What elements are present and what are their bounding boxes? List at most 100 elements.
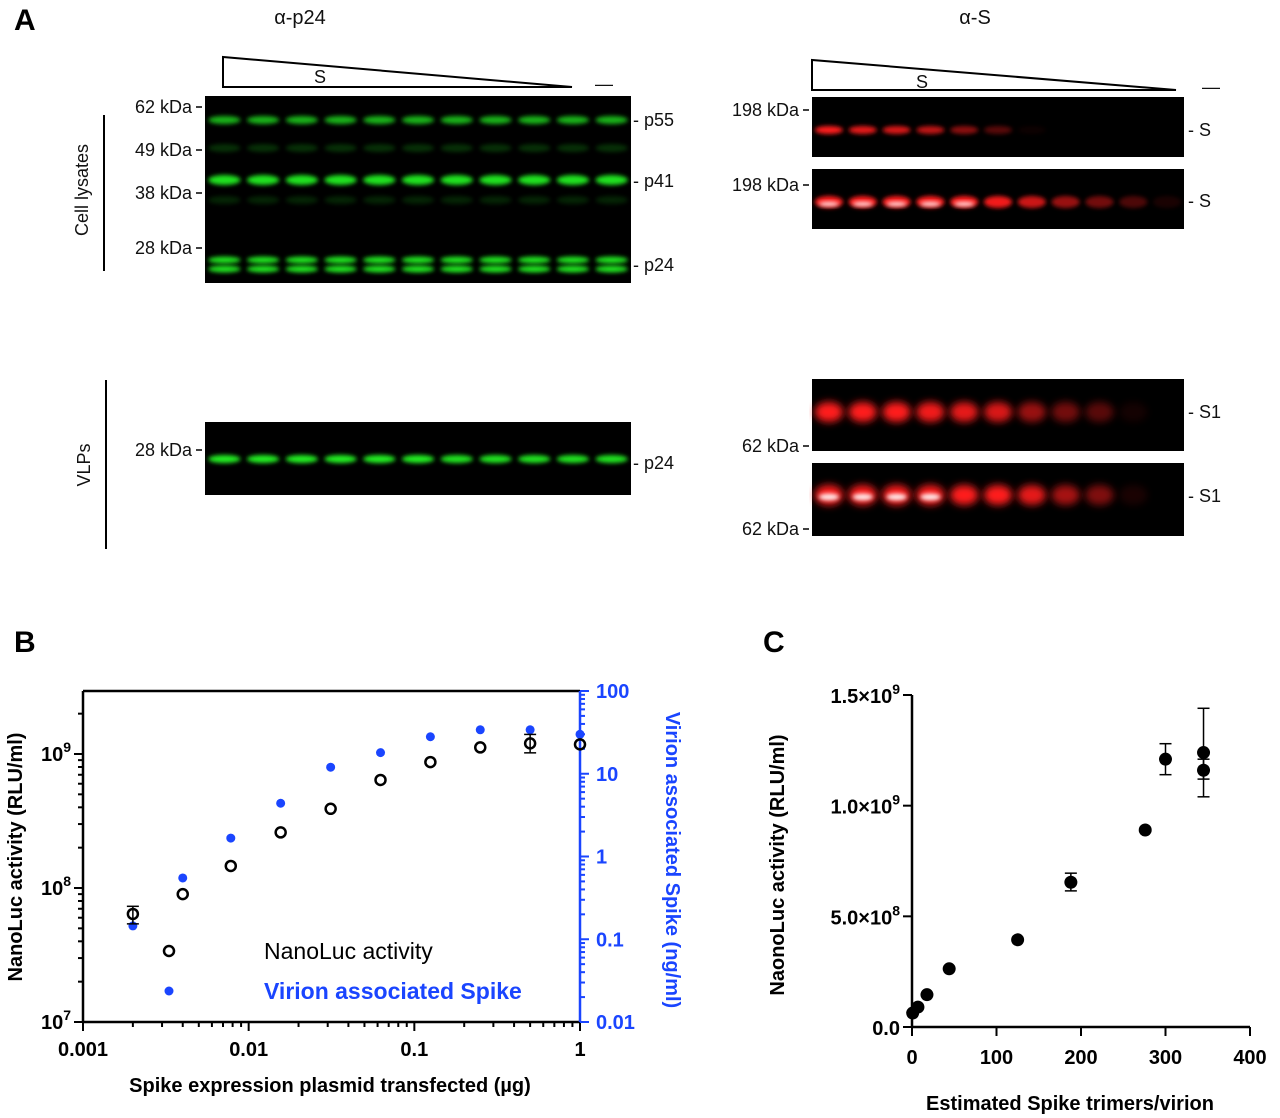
band <box>1085 196 1114 208</box>
antibody-title-spike: α-S <box>959 7 991 29</box>
band <box>479 265 512 273</box>
band-saturated-core <box>852 201 873 207</box>
size-marker-label: 49 kDa <box>135 140 193 160</box>
y2-tick-label: 0.01 <box>596 1012 635 1034</box>
spike-point <box>525 725 535 735</box>
x-tick-label: 200 <box>1064 1047 1097 1069</box>
band <box>208 175 241 185</box>
band <box>595 144 628 152</box>
band <box>1017 485 1047 505</box>
size-marker-label: 62 kDa <box>135 97 193 117</box>
band-label: - p24 <box>633 255 674 275</box>
spike-point <box>376 748 386 758</box>
band <box>440 455 473 463</box>
band <box>595 175 628 185</box>
gradient-label: S <box>314 67 326 87</box>
band <box>246 256 280 264</box>
band <box>1119 196 1148 208</box>
size-marker-label: 62 kDa <box>742 436 800 456</box>
band <box>208 144 241 152</box>
spike-point <box>475 725 485 735</box>
band <box>246 116 280 124</box>
band <box>916 126 945 134</box>
data-point <box>1159 752 1172 766</box>
band-saturated-core <box>954 201 975 207</box>
y-tick-label: 1.5×109 <box>830 681 900 708</box>
band <box>363 196 396 204</box>
data-point <box>1011 933 1025 947</box>
control-lane-label: — <box>1202 77 1220 97</box>
dilution-gradient-triangle <box>222 55 573 88</box>
band <box>479 455 512 463</box>
band <box>324 196 357 204</box>
band <box>517 116 551 124</box>
antibody-title-p24: α-p24 <box>274 7 326 29</box>
band <box>595 256 628 264</box>
band <box>983 402 1013 422</box>
band <box>814 402 844 422</box>
y-axis-title: NanoLuc activity (RLU/ml) <box>5 733 27 982</box>
band <box>324 144 357 152</box>
band <box>1085 485 1114 505</box>
band <box>1152 196 1182 208</box>
band <box>440 196 473 204</box>
legend-label-nanoluc: NanoLuc activity <box>264 938 433 964</box>
band <box>246 265 280 273</box>
blot-p24-cell-lysates: 62 kDa 49 kDa 38 kDa 28 kDa - p55 - p41 - p24 <box>135 96 674 283</box>
size-marker-label: 198 kDa <box>732 175 800 195</box>
chart-c-nanoluc-vs-trimers: 0 100 200 300 400 0.0 5.0×108 1.0×109 1.5×109 Est… <box>767 681 1267 1115</box>
data-point <box>1197 763 1211 777</box>
band <box>324 265 357 273</box>
band <box>595 265 628 273</box>
band <box>363 175 396 185</box>
band <box>285 265 319 273</box>
y2-tick-label: 10 <box>596 764 618 786</box>
band <box>324 175 357 185</box>
band <box>1085 402 1114 422</box>
band <box>1017 126 1047 134</box>
size-marker-label: 62 kDa <box>742 519 800 539</box>
band <box>983 126 1013 134</box>
band <box>401 175 435 185</box>
band <box>285 116 319 124</box>
band <box>363 144 396 152</box>
x-tick-label: 0.1 <box>400 1039 428 1061</box>
band <box>246 175 280 185</box>
band <box>363 116 396 124</box>
band <box>285 455 319 463</box>
chart-b-nanoluc-vs-plasmid: 0.001 0.01 0.1 1 107 108 109 0.01 0.1 1 10 100 Spike… <box>5 681 683 1097</box>
band <box>814 126 844 134</box>
band <box>1051 485 1080 505</box>
band <box>1051 402 1080 422</box>
band <box>208 265 241 273</box>
band <box>401 265 435 273</box>
band <box>324 116 357 124</box>
legend-marker-nanoluc <box>162 944 176 958</box>
y2-axis-title: Virion associated Spike (ng/ml) <box>661 712 683 1008</box>
x-tick-label: 0.01 <box>229 1039 268 1061</box>
band <box>517 175 551 185</box>
x-tick-label: 0.001 <box>58 1039 108 1061</box>
band <box>363 265 396 273</box>
band <box>440 175 473 185</box>
spike-point <box>178 873 188 883</box>
cell-lysates-label: Cell lysates <box>72 144 92 236</box>
dilution-gradient-triangle <box>811 58 1177 91</box>
panel-label-c: C <box>763 626 785 659</box>
band <box>556 116 590 124</box>
band <box>556 175 590 185</box>
band <box>324 455 357 463</box>
band <box>440 116 473 124</box>
band <box>949 485 979 505</box>
x-tick-label: 1 <box>574 1039 585 1061</box>
spike-point <box>425 732 435 742</box>
spike-point <box>276 798 286 808</box>
band <box>882 402 911 422</box>
y-axis-title: NaonoLuc activity (RLU/ml) <box>767 734 789 995</box>
band-saturated-core <box>818 201 840 207</box>
band <box>479 175 512 185</box>
band <box>208 455 241 463</box>
band-label: - S1 <box>1188 402 1221 422</box>
panel-label-b: B <box>14 626 36 659</box>
